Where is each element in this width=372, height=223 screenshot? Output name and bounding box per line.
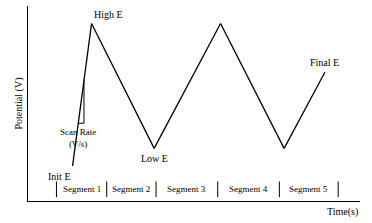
svg-text:Low E: Low E <box>141 153 168 164</box>
svg-text:Potential (V): Potential (V) <box>13 78 25 130</box>
svg-text:Time(s): Time(s) <box>327 206 358 218</box>
svg-text:Segment 5: Segment 5 <box>289 184 328 194</box>
svg-text:Segment 4: Segment 4 <box>229 184 268 194</box>
svg-text:Segment 2: Segment 2 <box>112 184 150 194</box>
svg-text:High E: High E <box>94 9 123 20</box>
svg-text:Init E: Init E <box>48 171 71 182</box>
svg-text:Segment 3: Segment 3 <box>167 184 206 194</box>
svg-text:Scan Rate(V/s): Scan Rate(V/s) <box>60 127 96 149</box>
svg-text:Final E: Final E <box>310 57 339 68</box>
svg-text:Segment 1: Segment 1 <box>63 184 101 194</box>
